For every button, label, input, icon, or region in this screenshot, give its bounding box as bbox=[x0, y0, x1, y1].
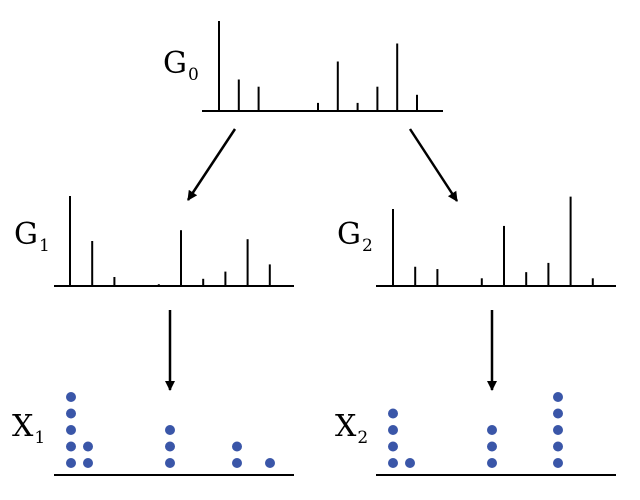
svg-text:X1: X1 bbox=[12, 409, 45, 448]
dots-x1-dot bbox=[232, 441, 242, 452]
label-x1: X1 bbox=[12, 409, 45, 448]
dots-x1-dot bbox=[232, 458, 242, 468]
label-x2: X2 bbox=[335, 409, 368, 448]
label-g1-sub: 1 bbox=[39, 236, 50, 256]
dots-x1 bbox=[66, 392, 275, 468]
dots-x1-dot bbox=[66, 425, 76, 435]
dots-x1-dot bbox=[66, 458, 76, 468]
dots-x2-dot bbox=[553, 425, 563, 435]
label-x1-main: X bbox=[12, 409, 34, 444]
spikes-g2 bbox=[392, 196, 594, 286]
dots-x2-dot bbox=[553, 392, 563, 402]
svg-text:G2: G2 bbox=[337, 217, 373, 256]
dots-x1-dot bbox=[165, 458, 175, 468]
label-g2-sub: 2 bbox=[362, 236, 373, 256]
label-x2-main: X bbox=[335, 409, 357, 444]
svg-text:G0: G0 bbox=[163, 46, 199, 85]
arrow-g0-to-g2 bbox=[408, 128, 459, 202]
label-g1-main: G bbox=[14, 217, 38, 252]
dots-x2-dot bbox=[388, 458, 398, 468]
spikes-g0 bbox=[218, 21, 418, 111]
svg-text:G1: G1 bbox=[14, 217, 50, 256]
dots-x1-dot bbox=[265, 458, 275, 468]
label-g2: G2 bbox=[337, 217, 373, 256]
dots-x1-dot bbox=[83, 458, 93, 468]
dots-x2-dot bbox=[388, 441, 398, 452]
svg-text:X2: X2 bbox=[335, 409, 368, 448]
spikes-g1 bbox=[69, 196, 271, 286]
dots-x2-dot bbox=[553, 408, 563, 419]
label-g1: G1 bbox=[14, 217, 50, 256]
arrow-g0-to-g1 bbox=[186, 128, 237, 201]
dots-x1-dot bbox=[165, 425, 175, 435]
label-g0-main: G bbox=[163, 46, 187, 81]
label-x2-sub: 2 bbox=[357, 428, 368, 448]
dots-x1-dot bbox=[66, 408, 76, 419]
dots-x2 bbox=[388, 392, 563, 468]
dots-x2-dot bbox=[487, 425, 497, 435]
dots-x2-dot bbox=[388, 425, 398, 435]
dots-x1-dot bbox=[165, 441, 175, 452]
dots-x1-dot bbox=[66, 392, 76, 402]
dots-x2-dot bbox=[388, 408, 398, 419]
label-g2-main: G bbox=[337, 217, 361, 252]
dots-x2-dot bbox=[487, 441, 497, 452]
dots-x1-dot bbox=[66, 441, 76, 452]
dots-x2-dot bbox=[487, 458, 497, 468]
label-x1-sub: 1 bbox=[34, 428, 45, 448]
label-g0-sub: 0 bbox=[188, 65, 199, 85]
label-g0: G0 bbox=[163, 46, 199, 85]
dots-x2-dot bbox=[553, 441, 563, 452]
dots-x2-dot bbox=[405, 458, 415, 468]
dots-x2-dot bbox=[553, 458, 563, 468]
dots-x1-dot bbox=[83, 441, 93, 452]
